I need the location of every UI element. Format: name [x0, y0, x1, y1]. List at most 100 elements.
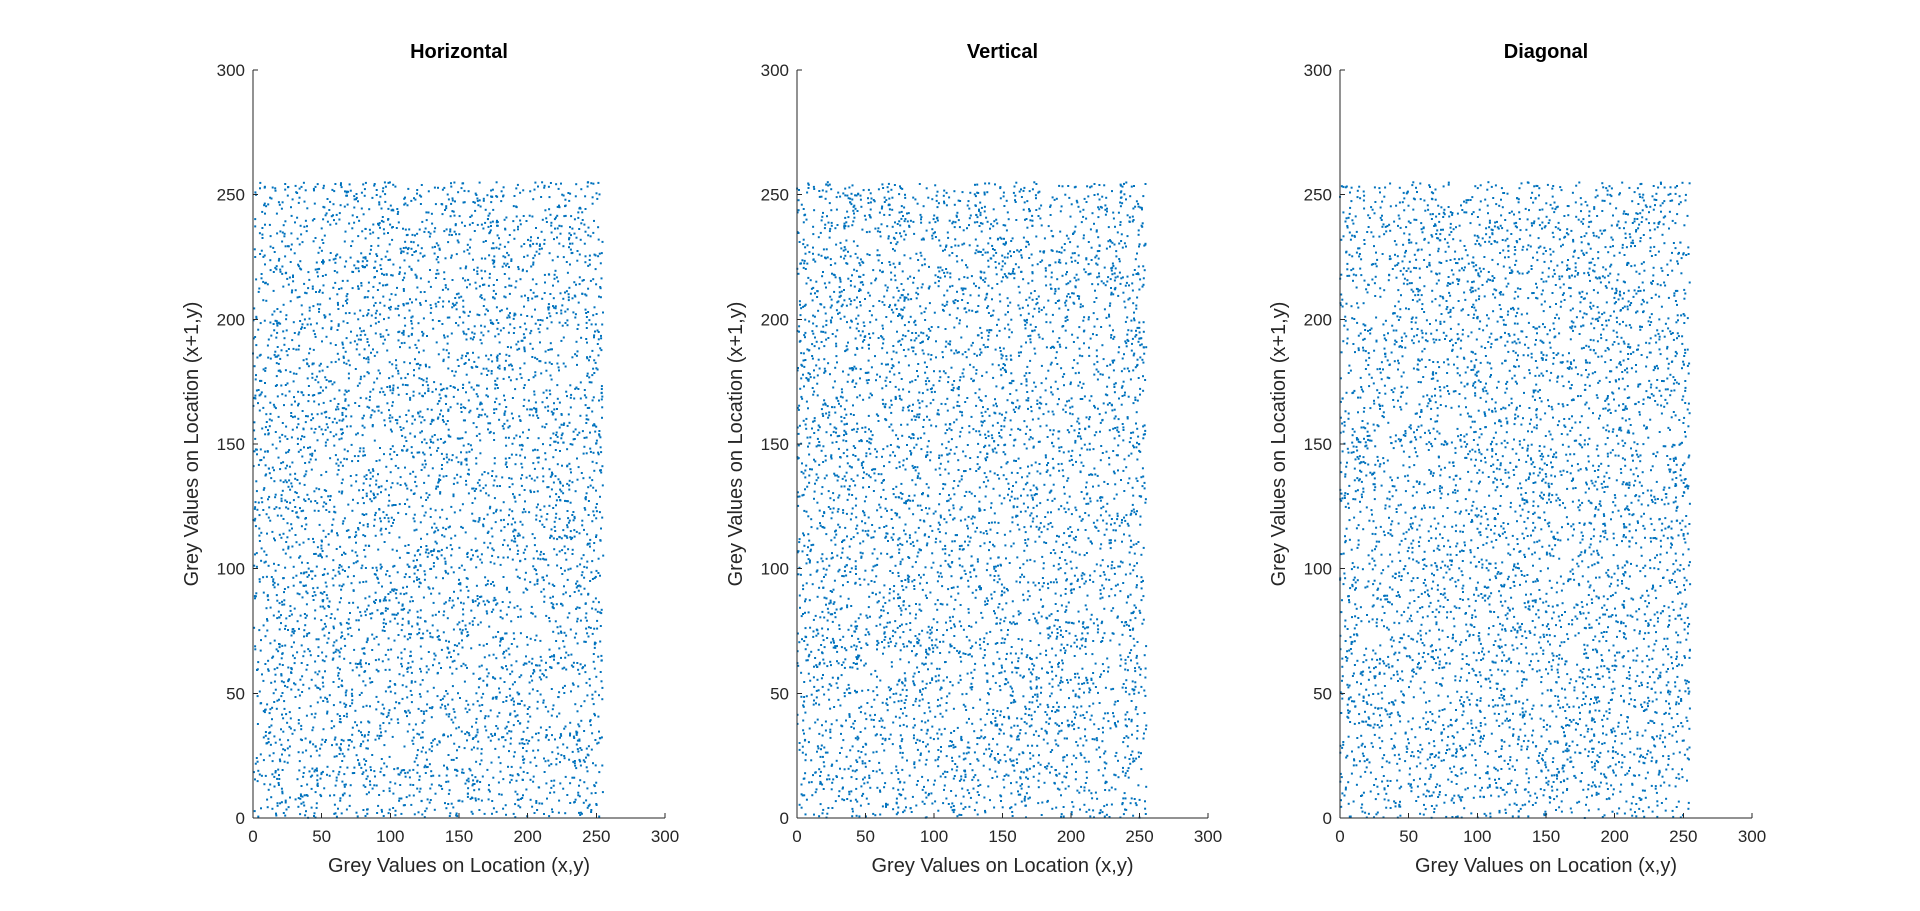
scatter-point [535, 250, 538, 253]
scatter-point [505, 813, 507, 816]
scatter-point [500, 666, 503, 669]
scatter-point [507, 436, 510, 439]
scatter-point [501, 636, 504, 639]
scatter-point [492, 242, 495, 245]
scatter-point [533, 490, 536, 493]
scatter-point [405, 685, 408, 688]
scatter-point [483, 717, 486, 720]
scatter-point [407, 552, 410, 554]
scatter-point [509, 548, 511, 551]
scatter-point [393, 450, 396, 453]
scatter-point [272, 580, 275, 583]
scatter-point [489, 319, 492, 322]
scatter-point [421, 813, 424, 816]
scatter-point [341, 522, 344, 525]
scatter-point [587, 234, 590, 237]
scatter-point [259, 393, 262, 396]
scatter-point [337, 570, 340, 573]
scatter-point [518, 347, 521, 350]
scatter-point [562, 686, 564, 689]
scatter-point [302, 772, 305, 774]
scatter-point [319, 362, 322, 365]
scatter-point [335, 548, 338, 550]
scatter-point [562, 441, 565, 444]
scatter-point [298, 760, 301, 763]
scatter-point [494, 387, 497, 390]
scatter-point [386, 570, 389, 572]
scatter-point [462, 444, 465, 447]
scatter-point [559, 736, 561, 739]
scatter-point [273, 507, 276, 510]
scatter-point [406, 551, 409, 554]
scatter-point [589, 484, 592, 487]
scatter-point [401, 279, 404, 282]
scatter-point [495, 292, 497, 295]
scatter-point [541, 218, 544, 221]
scatter-point [490, 247, 493, 250]
scatter-point [413, 813, 416, 816]
scatter-point [290, 412, 293, 414]
scatter-point [599, 287, 602, 290]
scatter-point [281, 231, 284, 234]
scatter-point [487, 530, 490, 533]
scatter-point [564, 775, 567, 778]
scatter-point [464, 707, 467, 710]
scatter-point [369, 390, 372, 393]
scatter-point [531, 688, 534, 691]
scatter-point [366, 338, 369, 341]
scatter-point [592, 660, 595, 663]
scatter-point [292, 584, 295, 587]
scatter-point [325, 594, 328, 597]
scatter-point [369, 490, 372, 493]
scatter-point [548, 648, 551, 651]
scatter-point [338, 419, 341, 422]
scatter-point [482, 367, 485, 370]
scatter-point [503, 650, 505, 653]
scatter-point [483, 325, 486, 328]
scatter-point [538, 331, 541, 334]
scatter-point [398, 673, 401, 676]
scatter-point [346, 627, 349, 630]
scatter-point [362, 680, 365, 683]
scatter-point [344, 694, 347, 697]
scatter-point [514, 540, 517, 543]
scatter-point [586, 632, 589, 635]
scatter-point [414, 680, 417, 683]
scatter-point [583, 394, 586, 397]
scatter-point [474, 797, 477, 800]
scatter-point [402, 769, 405, 771]
scatter-point [382, 187, 385, 190]
scatter-point [472, 601, 475, 603]
scatter-point [533, 407, 536, 410]
scatter-point [404, 466, 406, 469]
scatter-point [504, 286, 507, 289]
scatter-point [290, 248, 292, 251]
scatter-point [587, 181, 590, 184]
scatter-point [447, 647, 450, 650]
scatter-point [387, 520, 390, 523]
scatter-point [456, 644, 459, 647]
scatter-point [587, 486, 590, 489]
scatter-point [510, 258, 513, 261]
scatter-point [438, 248, 441, 251]
scatter-point [486, 513, 489, 516]
scatter-point [454, 768, 456, 771]
scatter-point [398, 799, 401, 802]
scatter-point [568, 462, 571, 465]
scatter-point [439, 413, 441, 416]
scatter-point [412, 394, 415, 397]
scatter-point [516, 348, 519, 351]
scatter-point [388, 790, 391, 793]
scatter-point [588, 381, 591, 384]
scatter-point [399, 346, 401, 349]
scatter-point [323, 314, 326, 317]
scatter-point [323, 591, 326, 593]
scatter-point [548, 582, 551, 585]
scatter-point [601, 791, 604, 794]
scatter-point [541, 802, 544, 805]
scatter-point [303, 635, 305, 638]
scatter-point [520, 443, 523, 446]
scatter-point [353, 221, 356, 224]
scatter-point [491, 220, 494, 223]
scatter-point [379, 600, 382, 603]
